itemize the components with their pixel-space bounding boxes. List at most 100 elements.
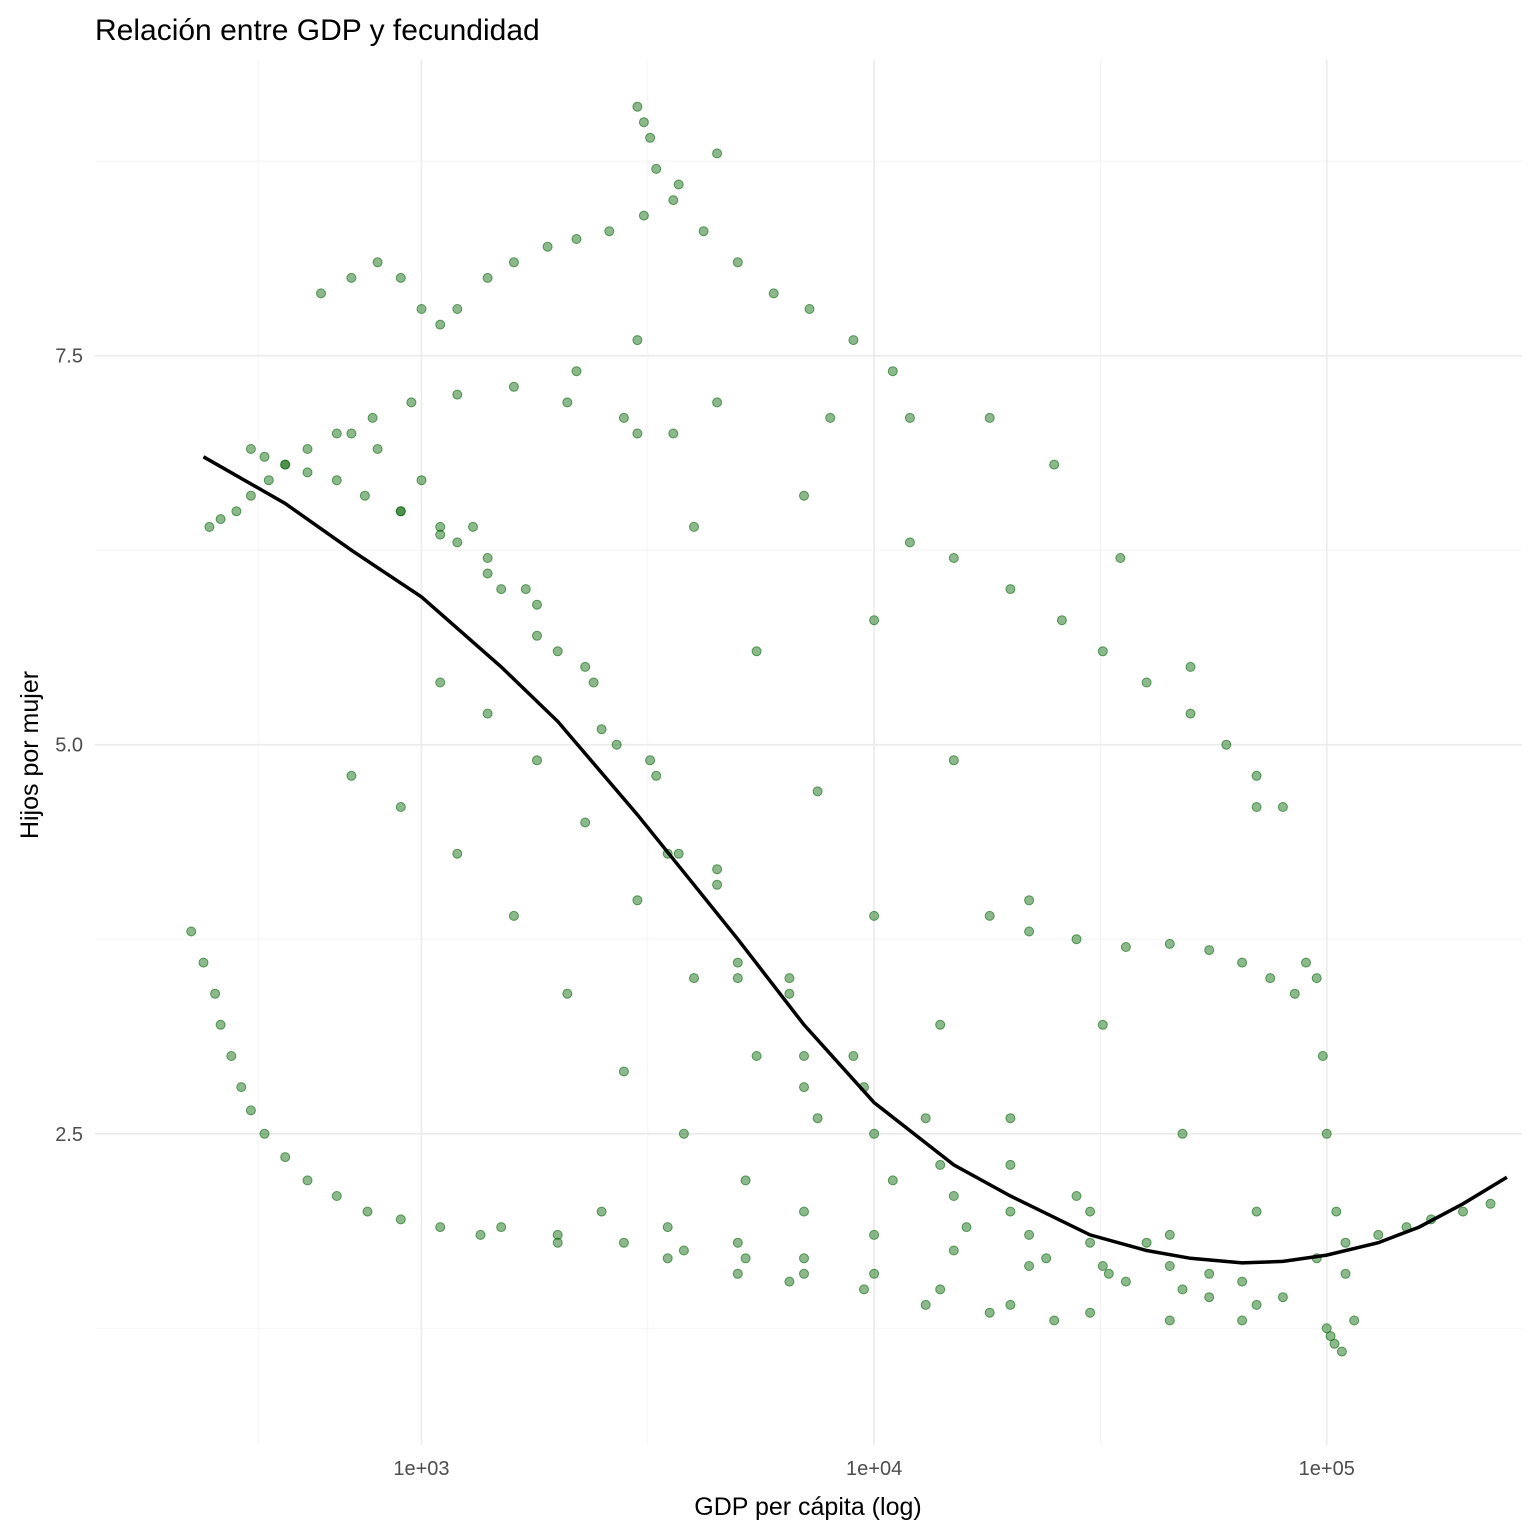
data-point — [1204, 1268, 1215, 1279]
data-point — [508, 257, 519, 268]
data-point — [732, 1237, 743, 1248]
data-point — [784, 1276, 795, 1287]
data-point — [280, 459, 291, 470]
data-point — [496, 584, 507, 595]
data-point — [508, 381, 519, 392]
data-point — [1311, 973, 1322, 984]
data-point — [482, 708, 493, 719]
data-point — [869, 1268, 880, 1279]
data-point — [869, 615, 880, 626]
data-point — [751, 646, 762, 657]
data-point — [259, 451, 270, 462]
data-point — [799, 1206, 809, 1217]
data-point — [395, 802, 406, 812]
data-point — [215, 514, 226, 525]
data-point — [1485, 1198, 1496, 1209]
data-point — [1049, 1315, 1060, 1326]
data-point — [435, 677, 446, 688]
data-point — [331, 1191, 342, 1201]
data-point — [1005, 1299, 1016, 1310]
data-point — [435, 529, 446, 540]
data-point — [1005, 1159, 1016, 1170]
data-point — [1085, 1237, 1096, 1248]
data-point — [1458, 1206, 1468, 1217]
data-point — [645, 755, 656, 766]
data-point — [580, 661, 591, 672]
data-point — [984, 1307, 995, 1318]
data-point — [887, 1175, 898, 1186]
data-point — [784, 973, 795, 984]
data-point — [372, 257, 383, 268]
data-point — [1301, 957, 1311, 968]
data-point — [618, 1066, 629, 1077]
data-point — [1321, 1323, 1332, 1334]
data-point — [359, 490, 370, 501]
data-point — [245, 490, 256, 501]
data-point — [799, 1051, 809, 1061]
data-point — [920, 1299, 931, 1310]
data-point — [596, 724, 607, 735]
trend-line — [202, 455, 1508, 1265]
data-point — [732, 257, 743, 268]
data-point — [1251, 770, 1262, 781]
x-tick-label: 1e+04 — [846, 1458, 902, 1480]
data-point — [316, 288, 326, 299]
data-point — [372, 444, 383, 454]
data-point — [588, 677, 599, 688]
data-point — [362, 1206, 373, 1217]
data-point — [452, 537, 463, 548]
data-point — [799, 1082, 809, 1093]
data-point — [712, 879, 723, 890]
data-point — [712, 397, 723, 408]
data-point — [948, 1245, 959, 1256]
data-point — [1103, 1268, 1114, 1279]
y-axis-ticks: 2.5 5.0 7.5 — [55, 346, 83, 1146]
data-point — [532, 755, 542, 766]
data-point — [1185, 661, 1196, 672]
data-point — [542, 241, 553, 252]
data-point — [799, 1268, 809, 1279]
data-point — [618, 1237, 629, 1248]
data-point — [245, 444, 256, 454]
data-point — [799, 490, 809, 501]
data-point — [231, 506, 242, 517]
scatter-points — [186, 101, 1496, 1357]
data-point — [668, 195, 679, 206]
data-point — [580, 817, 591, 828]
data-point — [1141, 677, 1152, 688]
data-point — [552, 646, 563, 657]
data-point — [712, 148, 723, 159]
data-point — [712, 864, 723, 875]
x-tick-label: 1e+05 — [1299, 1458, 1355, 1480]
data-point — [1185, 708, 1196, 719]
data-point — [1056, 615, 1067, 626]
data-point — [1097, 646, 1108, 657]
data-point — [406, 397, 417, 408]
data-point — [1071, 934, 1082, 945]
data-point — [562, 988, 573, 999]
data-point — [452, 389, 463, 400]
data-point — [452, 848, 463, 859]
data-point — [1024, 1229, 1035, 1240]
data-point — [678, 1245, 689, 1256]
y-axis-label: Hijos por mujer — [16, 671, 44, 839]
data-point — [1071, 1191, 1082, 1201]
data-point — [496, 1222, 507, 1233]
data-point — [689, 521, 699, 532]
data-point — [632, 101, 643, 112]
data-point — [869, 910, 880, 921]
data-point — [935, 1019, 946, 1030]
data-point — [1005, 1113, 1016, 1124]
data-point — [1331, 1206, 1342, 1217]
data-point — [1005, 584, 1016, 595]
data-point — [416, 475, 427, 486]
data-point — [259, 1128, 270, 1139]
data-point — [395, 272, 406, 283]
data-point — [186, 926, 197, 937]
data-point — [825, 412, 836, 423]
data-point — [302, 1175, 313, 1186]
data-point — [935, 1159, 946, 1170]
data-point — [673, 848, 684, 859]
data-point — [1277, 1292, 1288, 1303]
